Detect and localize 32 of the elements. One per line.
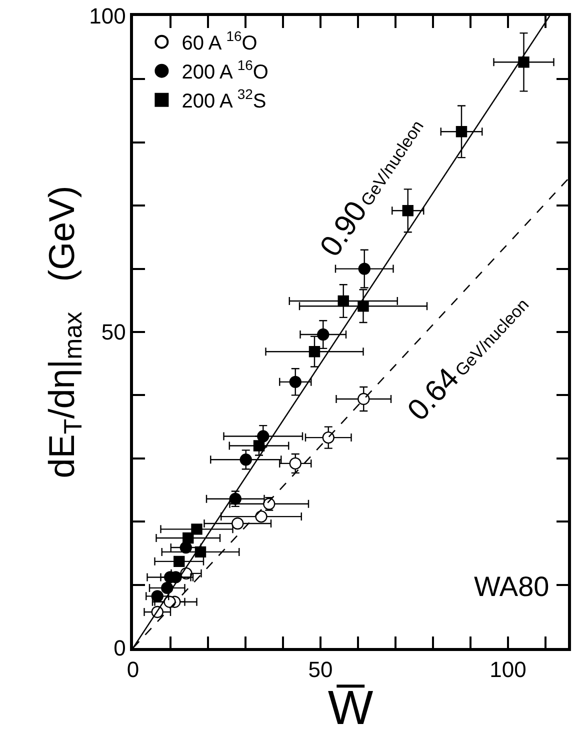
point	[358, 262, 370, 275]
point	[518, 56, 530, 68]
point	[191, 524, 202, 535]
x-axis-title: W̅	[328, 682, 374, 736]
point	[151, 590, 164, 602]
point	[456, 126, 468, 138]
point	[174, 556, 185, 568]
point	[289, 457, 302, 470]
point	[308, 346, 320, 358]
legend-label: 60 A $^{16}$O	[182, 28, 258, 55]
point	[317, 328, 330, 341]
annotation: WA80	[474, 571, 550, 602]
legend-label: 200 A $^{32}$S	[182, 86, 266, 113]
point	[253, 440, 265, 452]
point	[338, 295, 349, 307]
point	[289, 376, 302, 388]
y-tick-label: 100	[89, 4, 126, 29]
x-tick-label: 50	[308, 657, 333, 682]
y-tick-label: 50	[101, 320, 126, 345]
legend-label: 200 A $^{16}$O	[182, 57, 268, 84]
point	[182, 532, 194, 544]
point	[232, 517, 244, 530]
point	[358, 300, 369, 312]
point	[358, 392, 370, 406]
point	[194, 546, 206, 558]
x-tick-label: 100	[490, 657, 526, 682]
point	[240, 454, 252, 466]
point	[161, 582, 174, 594]
point	[322, 431, 334, 444]
point	[402, 205, 414, 216]
point	[255, 510, 268, 523]
y-tick-label: 0	[114, 636, 126, 661]
